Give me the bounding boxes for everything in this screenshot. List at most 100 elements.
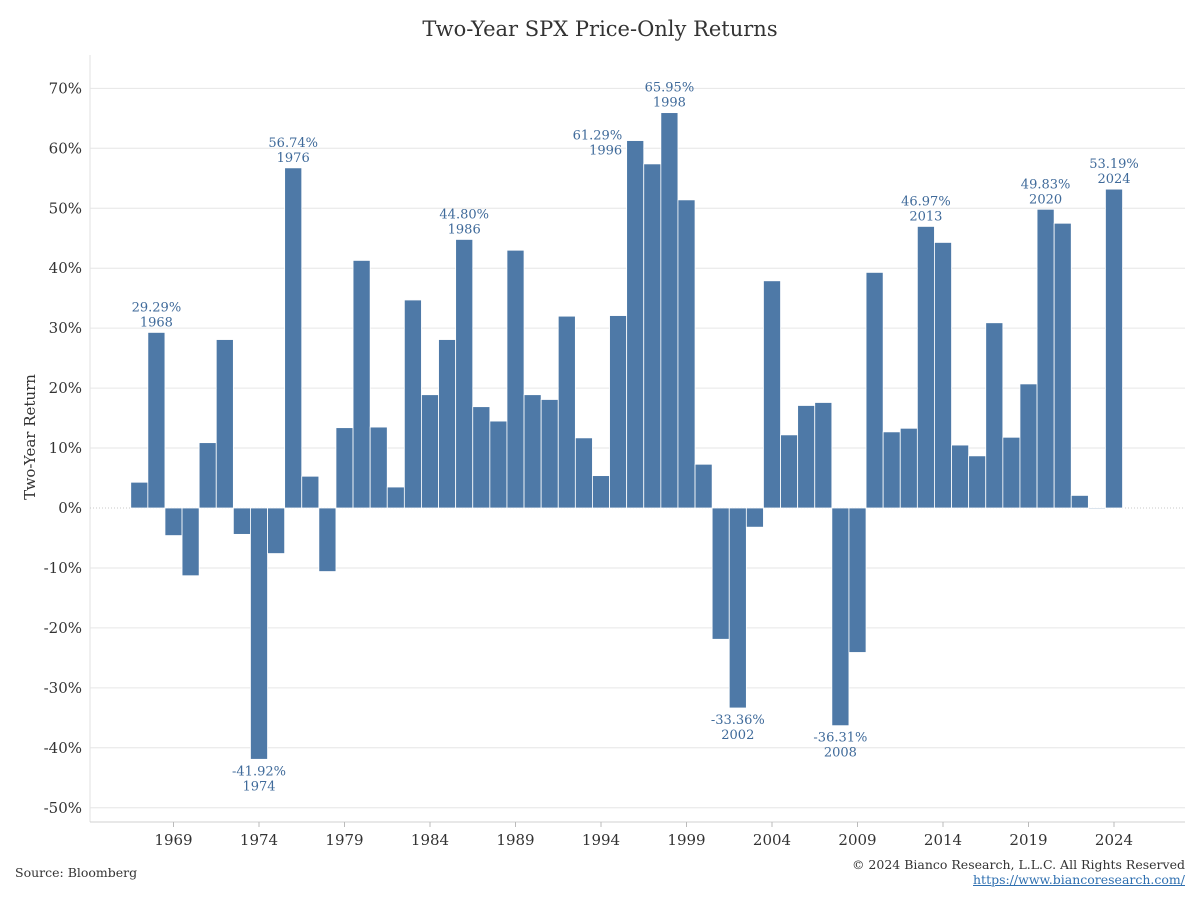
bar-1987 [472,406,491,509]
annotation-year: 1996 [589,144,622,159]
y-tick-label: -30% [44,679,82,697]
x-tick-label: 2024 [1095,831,1133,849]
annotation-value: 44.80% [439,207,489,222]
bar-2020 [1036,208,1055,509]
bar-1978 [318,507,337,572]
annotation-year: 2024 [1097,172,1130,187]
bar-1988 [489,420,508,509]
bar-1986 [455,239,474,509]
x-tick-label: 1989 [496,831,534,849]
bar-1990 [523,394,542,509]
bar-1969 [164,507,183,536]
website-link[interactable]: https://www.biancoresearch.com/ [973,872,1185,887]
bar-1970 [181,507,200,577]
bar-1996 [626,140,645,509]
bar-2008 [831,507,850,727]
annotation-value: 46.97% [901,194,951,209]
y-tick-label: 30% [49,319,82,337]
x-tick-label: 2014 [924,831,962,849]
bar-1971 [198,442,217,509]
annotation-year: 1986 [448,222,481,237]
annotation-year: 1974 [242,779,275,794]
y-tick-label: -10% [44,559,82,577]
x-tick-label: 1979 [325,831,363,849]
x-tick-label: 1974 [240,831,278,849]
bar-1968 [147,332,166,509]
y-tick-label: 10% [49,439,82,457]
bar-2010 [865,271,884,509]
bar-2023 [1087,507,1106,510]
bar-1997 [643,163,662,509]
annotation-year: 2013 [909,209,942,224]
annotation-value: 29.29% [132,300,182,315]
bar-2017 [985,322,1004,509]
bar-2002 [728,507,747,709]
bar-2019 [1019,383,1038,509]
chart-title: Two-Year SPX Price-Only Returns [422,17,778,41]
annotation-value: 65.95% [645,81,695,96]
bar-1992 [557,315,576,509]
bar-2001 [711,507,730,640]
y-tick-label: 40% [49,259,82,277]
bar-1995 [609,315,628,509]
bar-1977 [301,475,320,509]
y-tick-label: -50% [44,799,82,817]
y-axis-title: Two-Year Return [21,374,39,500]
x-tick-label: 1984 [411,831,449,849]
bar-2013 [916,226,935,509]
bar-2003 [745,507,764,528]
annotation-year: 2020 [1029,192,1062,207]
x-tick-label: 2004 [753,831,791,849]
bar-2024 [1105,188,1123,509]
bar-2022 [1070,495,1089,509]
bar-2012 [899,427,918,509]
bar-2021 [1053,222,1072,509]
annotation-year: 1968 [140,315,173,330]
bar-1979 [335,427,354,509]
annotation-value: 53.19% [1089,157,1139,172]
bar-1985 [438,339,457,509]
annotation-value: 49.83% [1021,177,1071,192]
bar-1980 [352,260,371,509]
x-tick-label: 2019 [1009,831,1047,849]
annotation-year: 2002 [721,728,754,743]
bar-1983 [403,299,422,509]
bar-2009 [848,507,867,653]
y-tick-label: -20% [44,619,82,637]
x-tick-label: 2009 [838,831,876,849]
bar-2000 [694,463,713,509]
annotation-value: 56.74% [268,136,318,151]
bar-2016 [968,455,987,509]
bar-1976 [284,167,303,509]
bar-2018 [1002,436,1021,509]
bar-2015 [951,444,970,509]
annotation-value: -33.36% [711,713,765,728]
bar-1974 [250,507,268,760]
x-tick-label: 1994 [582,831,620,849]
bar-1973 [232,507,251,535]
bar-1975 [267,507,286,554]
bar-2006 [797,405,816,509]
bar-2014 [934,242,952,509]
bar-2007 [814,402,833,509]
bar-1991 [540,399,559,509]
annotation-year: 2008 [824,746,857,761]
bar-2005 [780,434,799,509]
bar-1989 [506,249,525,509]
y-tick-label: 60% [49,139,82,157]
bar-1967 [130,481,149,509]
bar-2011 [882,431,901,509]
y-tick-label: 20% [49,379,82,397]
bar-1984 [421,394,439,509]
y-tick-label: 70% [49,79,82,97]
bar-1998 [660,112,679,509]
y-tick-label: 50% [49,199,82,217]
y-tick-label: 0% [58,499,82,517]
annotation-value: -41.92% [232,764,286,779]
y-tick-label: -40% [44,739,82,757]
bar-1993 [574,437,593,509]
annotation-year: 1976 [277,151,310,166]
annotation-value: -36.31% [813,731,867,746]
x-tick-label: 1999 [667,831,705,849]
